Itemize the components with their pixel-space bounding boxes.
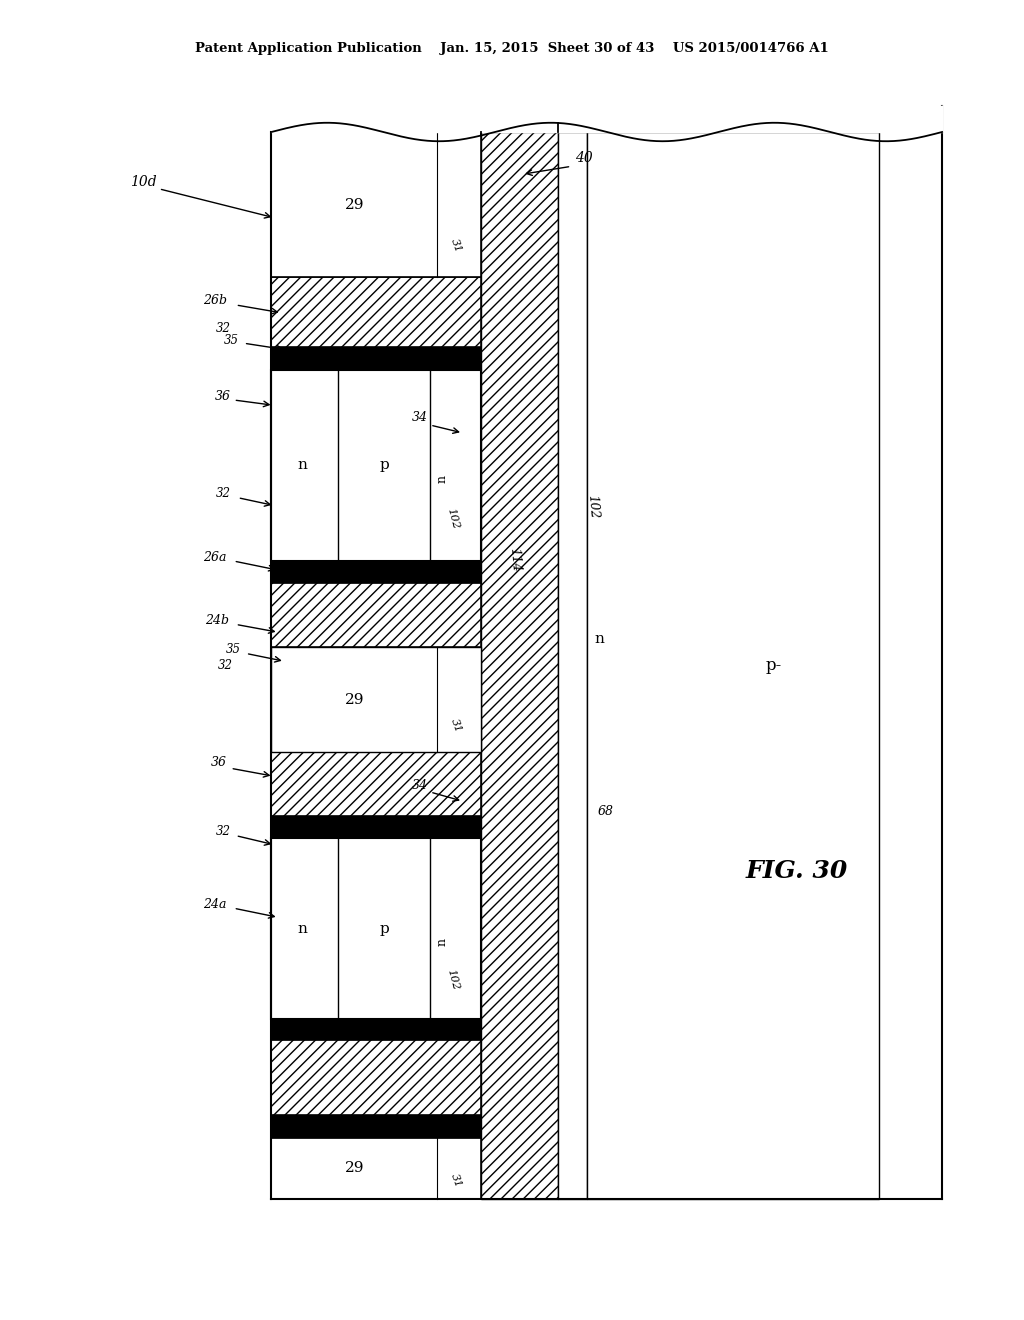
- Text: p-: p-: [766, 657, 781, 673]
- Bar: [271, 1019, 481, 1040]
- Text: 24b: 24b: [205, 614, 229, 627]
- Text: 36: 36: [211, 756, 227, 770]
- Text: 40: 40: [574, 152, 593, 165]
- Text: 114: 114: [507, 548, 522, 572]
- Text: n: n: [436, 937, 449, 946]
- Text: 31: 31: [449, 236, 463, 253]
- Text: n: n: [594, 632, 604, 645]
- Text: 26b: 26b: [203, 294, 227, 308]
- Text: 26a: 26a: [204, 550, 226, 564]
- Text: 29: 29: [344, 1162, 365, 1175]
- Bar: [271, 347, 481, 370]
- Text: 24a: 24a: [204, 898, 226, 911]
- Bar: [558, 132, 587, 1199]
- Bar: [271, 838, 481, 1019]
- Bar: [481, 132, 558, 1199]
- Bar: [271, 132, 481, 277]
- Bar: [271, 583, 481, 647]
- Text: p: p: [379, 921, 389, 936]
- Text: p: p: [379, 458, 389, 473]
- Text: 102: 102: [445, 968, 460, 991]
- Text: 32: 32: [218, 659, 232, 672]
- Text: 35: 35: [226, 643, 241, 656]
- Bar: [271, 1115, 481, 1138]
- Text: 36: 36: [215, 389, 231, 403]
- Text: n: n: [297, 921, 307, 936]
- Text: 10d: 10d: [130, 176, 157, 189]
- Text: 35: 35: [224, 334, 239, 347]
- Text: 102: 102: [445, 507, 460, 531]
- Text: 31: 31: [449, 1172, 463, 1189]
- Bar: [271, 752, 481, 816]
- Bar: [271, 1040, 481, 1115]
- Bar: [271, 561, 481, 583]
- Bar: [271, 370, 481, 561]
- Text: Patent Application Publication    Jan. 15, 2015  Sheet 30 of 43    US 2015/00147: Patent Application Publication Jan. 15, …: [196, 42, 828, 55]
- Text: n: n: [297, 458, 307, 473]
- Bar: [271, 647, 481, 752]
- Text: 29: 29: [344, 198, 365, 211]
- Text: 29: 29: [344, 693, 365, 706]
- Bar: [271, 1138, 481, 1199]
- Text: 102: 102: [586, 495, 600, 519]
- Text: 32: 32: [216, 487, 230, 500]
- Text: FIG. 30: FIG. 30: [745, 859, 848, 883]
- Text: 32: 32: [216, 322, 230, 335]
- Text: n: n: [436, 474, 449, 483]
- Text: 34: 34: [412, 411, 428, 424]
- Bar: [587, 132, 879, 1199]
- Text: 68: 68: [597, 805, 613, 818]
- Bar: [271, 816, 481, 838]
- Bar: [271, 277, 481, 347]
- Text: 31: 31: [449, 718, 463, 734]
- Text: 34: 34: [412, 779, 428, 792]
- Text: 32: 32: [216, 825, 230, 838]
